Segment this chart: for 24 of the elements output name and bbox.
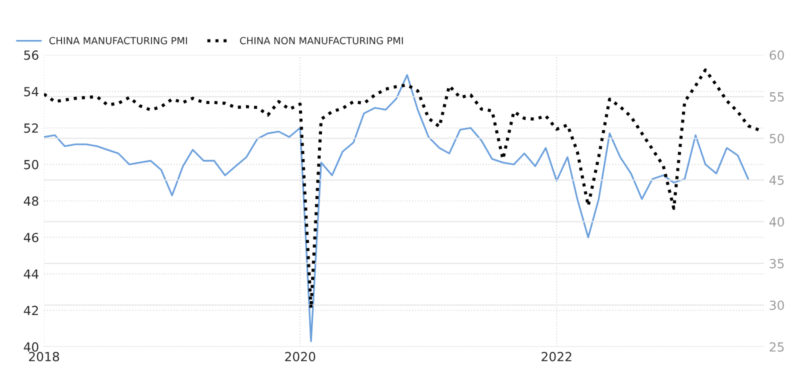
y-tick-label: 44 <box>24 269 38 279</box>
y-tick-label: 56 <box>24 50 38 60</box>
line-series <box>44 74 750 342</box>
x-tick-label: 2018 <box>29 352 60 362</box>
line-series <box>44 68 761 310</box>
y2-tick-label: 60 <box>770 50 784 60</box>
y2-tick-label: 30 <box>770 300 784 310</box>
y2-tick-label: 55 <box>770 92 784 102</box>
y2-tick-label: 35 <box>770 258 784 268</box>
x-tick-label: 2022 <box>542 352 572 362</box>
y2-tick-label: 45 <box>769 176 784 185</box>
y-tick-label: 46 <box>24 232 38 242</box>
y-tick-label: 50 <box>24 160 38 170</box>
y-tick-label: 40 <box>24 342 38 352</box>
y-tick-label: 48 <box>24 196 38 206</box>
y-tick-label: 54 <box>24 87 38 96</box>
y-tick-label: 42 <box>24 306 38 316</box>
legend-label: CHINA MANUFACTURING PMI <box>49 36 187 44</box>
x-tick-label: 2020 <box>285 352 316 362</box>
y2-tick-label: 40 <box>769 217 784 227</box>
y2-tick-label: 50 <box>770 134 784 144</box>
legend-label: CHINA NON MANUFACTURING PMI <box>240 36 403 44</box>
y-tick-label: 52 <box>24 123 38 133</box>
y2-tick-label: 25 <box>770 342 784 352</box>
